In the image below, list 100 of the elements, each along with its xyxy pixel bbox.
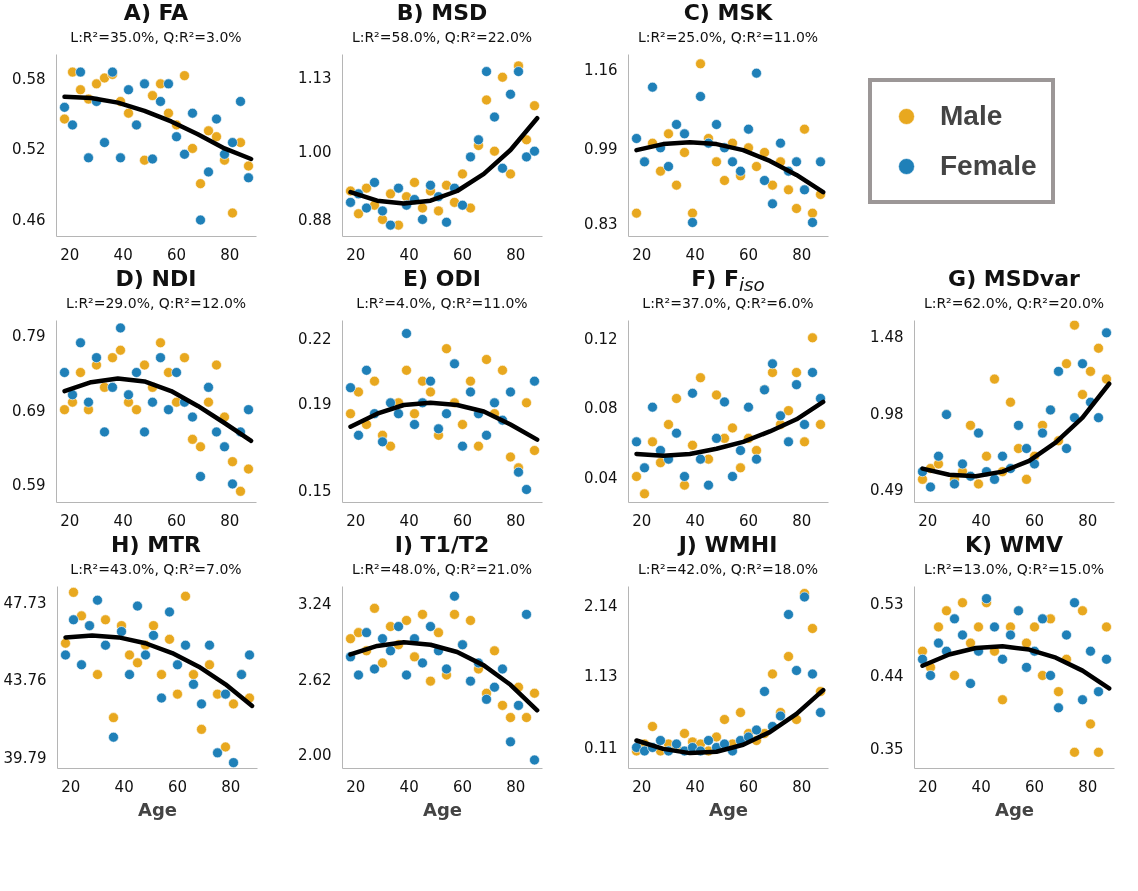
y-tick-label: 0.99	[584, 139, 618, 158]
chart-subtitle: L:R²=13.0%, Q:R²=15.0%	[923, 560, 1105, 578]
y-tick-label: 1.00	[298, 143, 332, 162]
y-tick-label: 1.48	[870, 327, 904, 346]
x-tick-label: 40	[113, 245, 133, 264]
x-tick-label: 20	[346, 511, 366, 530]
y-tick-label: 0.46	[12, 210, 46, 229]
x-tick-label: 40	[685, 777, 705, 796]
x-tick-label: 20	[346, 777, 366, 796]
x-tick-label: 20	[60, 245, 80, 264]
chart-subtitle: L:R²=48.0%, Q:R²=21.0%	[351, 560, 533, 578]
y-tick-label: 0.88	[298, 211, 332, 230]
x-tick-label: 80	[221, 777, 241, 796]
chart-title: D) NDI	[115, 266, 197, 292]
y-tick-label: 0.49	[870, 480, 904, 499]
x-tick-label: 60	[1024, 511, 1045, 530]
chart-subtitle: L:R²=42.0%, Q:R²=18.0%	[637, 560, 819, 578]
chart-title: F) F$_{iso}$	[691, 266, 765, 296]
y-tick-label: 43.76	[3, 671, 47, 690]
y-tick-label: 2.62	[298, 670, 332, 689]
x-tick-label: 40	[971, 511, 991, 530]
y-tick-label: 0.35	[870, 740, 904, 759]
x-tick-label: 60	[738, 777, 759, 796]
x-tick-label: 60	[452, 245, 473, 264]
x-tick-label: 80	[1078, 511, 1098, 530]
chart-subtitle: L:R²=4.0%, Q:R²=11.0%	[356, 294, 528, 312]
x-tick-label: 80	[506, 245, 526, 264]
y-tick-label: 0.22	[298, 329, 332, 348]
chart-subtitle: L:R²=35.0%, Q:R²=3.0%	[70, 28, 242, 46]
x-tick-label: 40	[971, 777, 991, 796]
x-tick-label: 40	[399, 245, 419, 264]
chart-title: K) WMV	[965, 532, 1063, 558]
x-tick-label: 40	[685, 245, 705, 264]
y-tick-label: 0.79	[12, 327, 46, 346]
x-tick-label: 60	[166, 245, 187, 264]
x-tick-label: 40	[399, 511, 419, 530]
chart-title: E) ODI	[403, 266, 481, 292]
chart-title: J) WMHI	[678, 532, 778, 558]
chart-subtitle: L:R²=62.0%, Q:R²=20.0%	[923, 294, 1105, 312]
x-tick-label: 60	[166, 511, 187, 530]
y-tick-label: 1.16	[584, 60, 618, 79]
chart-subtitle: L:R²=25.0%, Q:R²=11.0%	[637, 28, 819, 46]
x-tick-label: 40	[114, 777, 134, 796]
y-tick-label: 0.12	[584, 329, 618, 348]
y-tick-label: 0.44	[870, 667, 904, 686]
x-tick-label: 40	[685, 511, 705, 530]
chart-title: C) MSK	[683, 0, 773, 26]
x-tick-label: 80	[220, 511, 240, 530]
x-tick-label: 60	[452, 777, 473, 796]
chart-subtitle: L:R²=43.0%, Q:R²=7.0%	[70, 560, 242, 578]
x-tick-label: 80	[1078, 777, 1098, 796]
x-tick-label: 20	[632, 777, 652, 796]
x-tick-label: 60	[738, 245, 759, 264]
y-tick-label: 0.98	[870, 405, 904, 424]
y-tick-label: 0.53	[870, 594, 904, 613]
y-tick-label: 2.14	[584, 596, 618, 615]
y-tick-label: 1.13	[584, 667, 618, 686]
x-tick-label: 20	[346, 245, 366, 264]
x-tick-label: 40	[399, 777, 419, 796]
x-tick-label: 20	[918, 511, 938, 530]
y-tick-label: 0.58	[12, 69, 46, 88]
x-tick-label: 60	[452, 511, 473, 530]
x-axis-title: Age	[708, 798, 749, 820]
chart-subtitle: L:R²=29.0%, Q:R²=12.0%	[65, 294, 247, 312]
x-tick-label: 20	[632, 511, 652, 530]
chart-subtitle: L:R²=37.0%, Q:R²=6.0%	[642, 294, 814, 312]
x-tick-label: 20	[918, 777, 938, 796]
y-tick-label: 0.83	[584, 214, 618, 233]
y-tick-label: 0.19	[298, 394, 332, 413]
x-axis-title: Age	[422, 798, 463, 820]
chart-title: G) MSDvar	[948, 266, 1080, 292]
y-tick-label: 47.73	[3, 593, 47, 612]
chart-title: H) MTR	[111, 532, 201, 558]
y-tick-label: 2.00	[298, 745, 332, 764]
y-tick-label: 0.11	[584, 738, 618, 757]
y-tick-label: 1.13	[298, 69, 332, 88]
chart-title: A) FA	[123, 0, 189, 26]
y-tick-label: 0.69	[12, 401, 46, 420]
legend-label: Female	[940, 149, 1037, 183]
x-tick-label: 20	[632, 245, 652, 264]
y-tick-label: 0.52	[12, 140, 46, 159]
y-tick-label: 0.59	[12, 475, 46, 494]
x-axis-title: Age	[994, 798, 1035, 820]
x-tick-label: 60	[167, 777, 188, 796]
y-tick-label: 0.15	[298, 481, 332, 500]
y-tick-label: 0.04	[584, 468, 618, 487]
chart-subtitle: L:R²=58.0%, Q:R²=22.0%	[351, 28, 533, 46]
x-tick-label: 80	[220, 245, 240, 264]
x-tick-label: 60	[738, 511, 759, 530]
y-tick-label: 0.08	[584, 399, 618, 418]
x-tick-label: 80	[792, 245, 812, 264]
x-tick-label: 80	[506, 511, 526, 530]
x-tick-label: 20	[60, 511, 80, 530]
x-tick-label: 80	[506, 777, 526, 796]
x-tick-label: 40	[113, 511, 133, 530]
x-tick-label: 80	[792, 777, 812, 796]
legend-label: Male	[940, 99, 1003, 133]
x-tick-label: 80	[792, 511, 812, 530]
x-tick-label: 20	[61, 777, 81, 796]
y-tick-label: 39.79	[3, 748, 47, 767]
